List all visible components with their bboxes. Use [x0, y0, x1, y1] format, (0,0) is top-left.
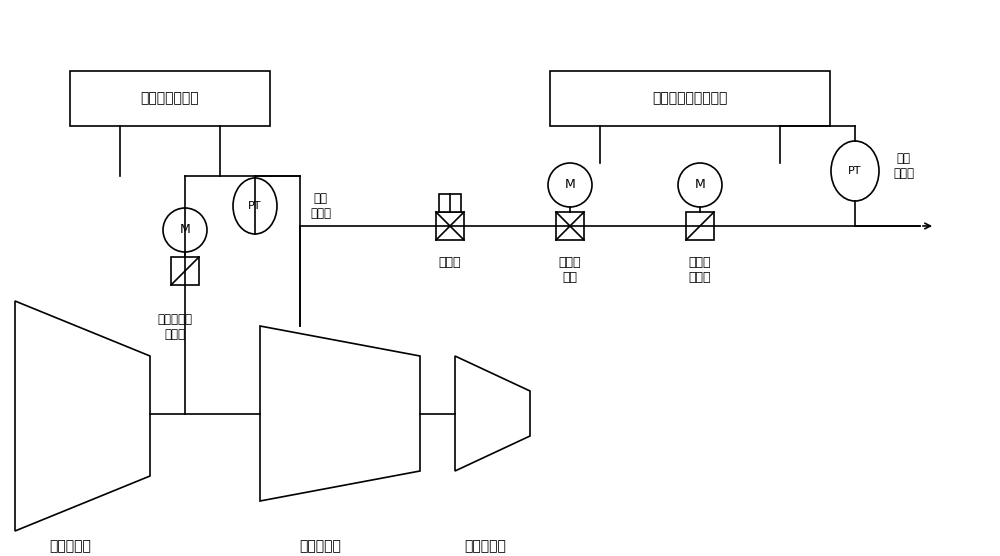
Text: 低压汽轮机: 低压汽轮机	[49, 539, 91, 553]
Bar	[686, 212, 714, 240]
Ellipse shape	[233, 178, 277, 234]
Bar	[171, 257, 199, 285]
Text: 供热压力调节器: 供热压力调节器	[141, 92, 199, 106]
Circle shape	[678, 163, 722, 207]
Text: 压力
变送器: 压力 变送器	[893, 152, 914, 180]
Circle shape	[548, 163, 592, 207]
Text: 压力
变送器: 压力 变送器	[310, 192, 331, 220]
Text: 快关阀: 快关阀	[439, 256, 461, 269]
Polygon shape	[260, 326, 420, 501]
Polygon shape	[455, 356, 530, 471]
Bar	[556, 212, 584, 240]
Bar	[436, 212, 464, 240]
Text: M: M	[180, 224, 190, 236]
Text: 中排供
热总阀: 中排供 热总阀	[689, 256, 711, 284]
Text: 供热管道压力调节器: 供热管道压力调节器	[652, 92, 728, 106]
Bar	[70, 71, 270, 126]
Circle shape	[163, 208, 207, 252]
Text: PT: PT	[848, 166, 862, 176]
Bar	[439, 194, 461, 212]
Text: 压力调
节阀: 压力调 节阀	[559, 256, 581, 284]
Text: PT: PT	[248, 201, 262, 211]
Bar	[550, 71, 830, 126]
Polygon shape	[15, 301, 150, 531]
Text: M: M	[695, 178, 705, 191]
Text: 高压汽轮机: 高压汽轮机	[464, 539, 506, 553]
Text: 中压汽轮机: 中压汽轮机	[299, 539, 341, 553]
Ellipse shape	[831, 141, 879, 201]
Text: 中低压连通
调压阀: 中低压连通 调压阀	[158, 313, 192, 341]
Text: M: M	[565, 178, 575, 191]
